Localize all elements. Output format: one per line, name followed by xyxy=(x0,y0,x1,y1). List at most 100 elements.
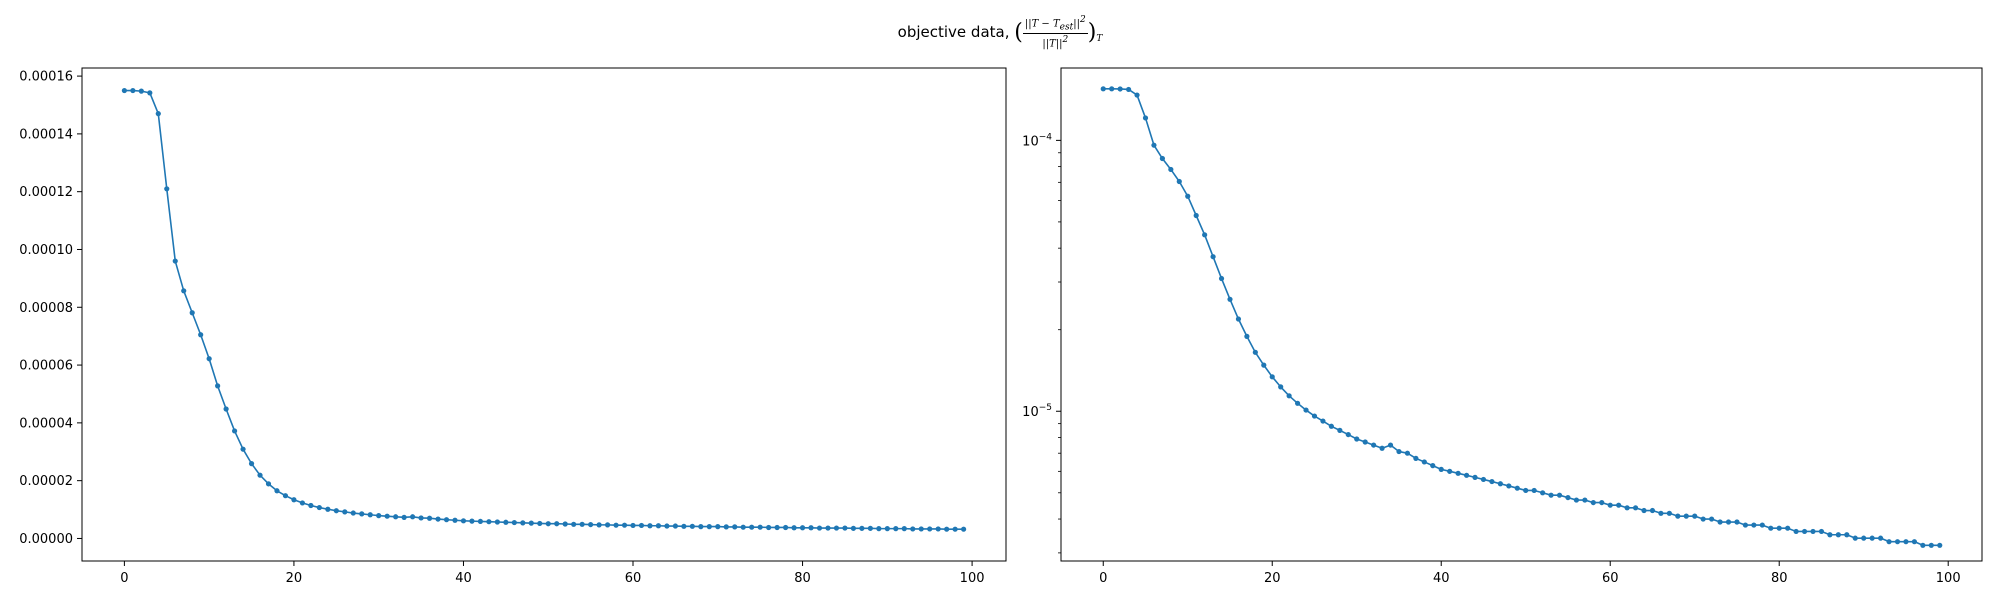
data-point xyxy=(1294,400,1301,406)
data-point xyxy=(647,523,653,529)
data-point xyxy=(621,522,628,528)
data-point xyxy=(782,524,789,531)
data-point xyxy=(1227,296,1233,302)
data-point xyxy=(749,524,755,530)
title-denominator: ||T||2 xyxy=(1023,34,1088,50)
data-point xyxy=(579,521,585,527)
data-point xyxy=(1632,505,1639,511)
data-point xyxy=(901,526,907,532)
data-point xyxy=(452,517,458,523)
data-point xyxy=(1649,507,1656,514)
data-point xyxy=(1480,476,1487,483)
data-point xyxy=(1675,513,1681,519)
data-point xyxy=(1193,212,1199,219)
data-point xyxy=(893,526,899,532)
data-point xyxy=(1463,472,1470,478)
data-point xyxy=(1269,374,1275,380)
data-point xyxy=(850,525,857,531)
data-point xyxy=(189,310,195,316)
data-point xyxy=(1185,193,1191,199)
title-numerator-sup: 2 xyxy=(1079,15,1086,25)
data-point xyxy=(1878,535,1884,541)
data-point xyxy=(376,513,382,519)
data-point xyxy=(791,525,797,531)
data-point xyxy=(1159,155,1165,162)
data-point xyxy=(528,520,534,526)
data-point xyxy=(1261,362,1267,368)
data-point xyxy=(825,525,831,531)
title-numerator-text: ||T − T xyxy=(1024,18,1060,30)
log-plot-panel: 0 20 40 60 80 100 10−5 10−4 xyxy=(1022,67,1983,586)
data-point xyxy=(952,526,958,532)
data-point xyxy=(1590,499,1596,506)
data-point xyxy=(1928,542,1934,548)
data-point xyxy=(554,521,560,527)
data-point xyxy=(393,514,399,520)
data-point xyxy=(1455,470,1461,476)
data-point xyxy=(418,515,424,521)
title-subscript: T xyxy=(1096,33,1103,44)
x-tick-label: 0 xyxy=(120,571,128,586)
y-tick-label: 0.00008 xyxy=(19,301,73,316)
data-point xyxy=(689,523,695,529)
data-point xyxy=(164,186,170,192)
data-point xyxy=(1903,539,1909,545)
y-tick-label: 0.00002 xyxy=(19,474,73,489)
data-point xyxy=(1911,539,1918,545)
data-point xyxy=(1683,513,1689,519)
x-tick-label: 60 xyxy=(1602,571,1619,586)
data-point xyxy=(681,523,687,529)
data-point xyxy=(155,111,161,117)
data-point xyxy=(215,383,221,389)
data-point xyxy=(613,522,619,528)
title-numerator-sub: est xyxy=(1059,22,1074,33)
data-point xyxy=(884,526,890,532)
data-point xyxy=(511,519,517,526)
y-tick-label: 0.00012 xyxy=(19,185,73,200)
data-point xyxy=(1430,463,1436,469)
data-point xyxy=(1303,407,1309,413)
data-point xyxy=(1852,535,1858,541)
data-point xyxy=(1801,528,1808,535)
data-point xyxy=(240,446,246,452)
data-point xyxy=(664,523,670,529)
data-point xyxy=(867,525,873,531)
data-point xyxy=(138,88,144,94)
data-point xyxy=(1582,497,1588,503)
data-point xyxy=(130,87,136,94)
data-point xyxy=(1700,516,1706,522)
data-point xyxy=(1607,502,1613,508)
title-fraction: ||T − Test||2 ||T||2 xyxy=(1022,14,1088,51)
data-point xyxy=(672,523,678,529)
data-point xyxy=(732,524,738,530)
data-point xyxy=(299,500,306,506)
x-tick-label: 20 xyxy=(286,571,303,586)
y-tick-label: 0.00000 xyxy=(19,532,73,547)
plot-frame xyxy=(81,67,1007,562)
data-point xyxy=(469,518,475,524)
data-point xyxy=(477,518,484,525)
data-point xyxy=(384,513,390,519)
data-point xyxy=(1100,86,1106,92)
title-close-paren: ) xyxy=(1087,19,1097,45)
data-point xyxy=(859,525,865,531)
data-point xyxy=(766,524,772,531)
data-point xyxy=(257,472,263,478)
data-point xyxy=(1531,487,1537,494)
data-point xyxy=(1785,525,1791,531)
data-point xyxy=(918,526,924,532)
data-point xyxy=(1886,539,1892,545)
data-point xyxy=(1599,499,1605,506)
data-point xyxy=(1413,455,1419,461)
data-point xyxy=(1548,492,1554,498)
data-point xyxy=(1556,492,1563,498)
data-point xyxy=(1658,510,1664,516)
data-point xyxy=(1252,349,1258,355)
data-point xyxy=(1937,542,1943,548)
series-line xyxy=(124,89,964,531)
data-point xyxy=(1666,510,1672,516)
data-point xyxy=(1489,478,1495,485)
data-point xyxy=(1218,275,1225,282)
x-tick-label: 40 xyxy=(1433,571,1450,586)
data-point xyxy=(333,508,339,514)
